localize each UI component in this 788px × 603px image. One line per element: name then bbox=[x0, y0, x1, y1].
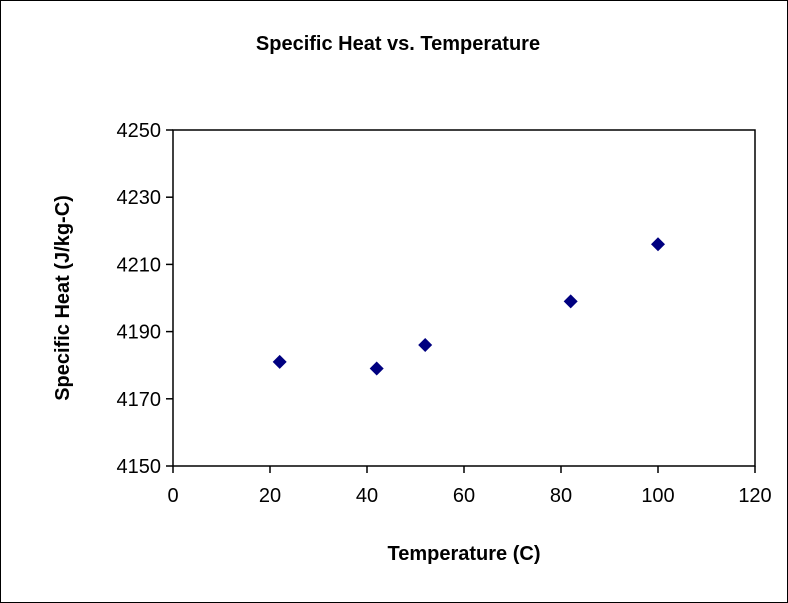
data-point-marker bbox=[563, 294, 578, 309]
data-series bbox=[272, 237, 665, 376]
x-axis-label: Temperature (C) bbox=[388, 543, 541, 565]
data-point-marker bbox=[272, 354, 287, 369]
y-axis-label: Specific Heat (J/kg-C) bbox=[52, 195, 74, 401]
y-tick-label: 4190 bbox=[117, 322, 162, 344]
chart-title: Specific Heat vs. Temperature bbox=[256, 33, 540, 55]
x-tick-label: 120 bbox=[738, 485, 771, 507]
data-point-marker bbox=[369, 361, 384, 376]
x-tick-label: 0 bbox=[167, 485, 178, 507]
data-point-marker bbox=[418, 338, 433, 353]
y-tick-label: 4230 bbox=[117, 187, 162, 209]
y-tick-label: 4150 bbox=[117, 456, 162, 478]
data-point-marker bbox=[651, 237, 665, 252]
x-tick-label: 80 bbox=[550, 485, 572, 507]
x-tick-label: 100 bbox=[641, 485, 674, 507]
y-axis: 4150 4170 4190 4210 4230 4250 bbox=[117, 120, 173, 478]
x-tick-label: 60 bbox=[453, 485, 475, 507]
y-tick-label: 4250 bbox=[117, 120, 162, 142]
plot-area bbox=[172, 129, 756, 467]
x-tick-label: 40 bbox=[356, 485, 378, 507]
y-tick-label: 4210 bbox=[117, 254, 162, 276]
x-tick-label: 20 bbox=[259, 485, 281, 507]
x-axis: 0 20 40 60 80 100 120 bbox=[167, 466, 772, 507]
y-tick-label: 4170 bbox=[117, 389, 162, 411]
